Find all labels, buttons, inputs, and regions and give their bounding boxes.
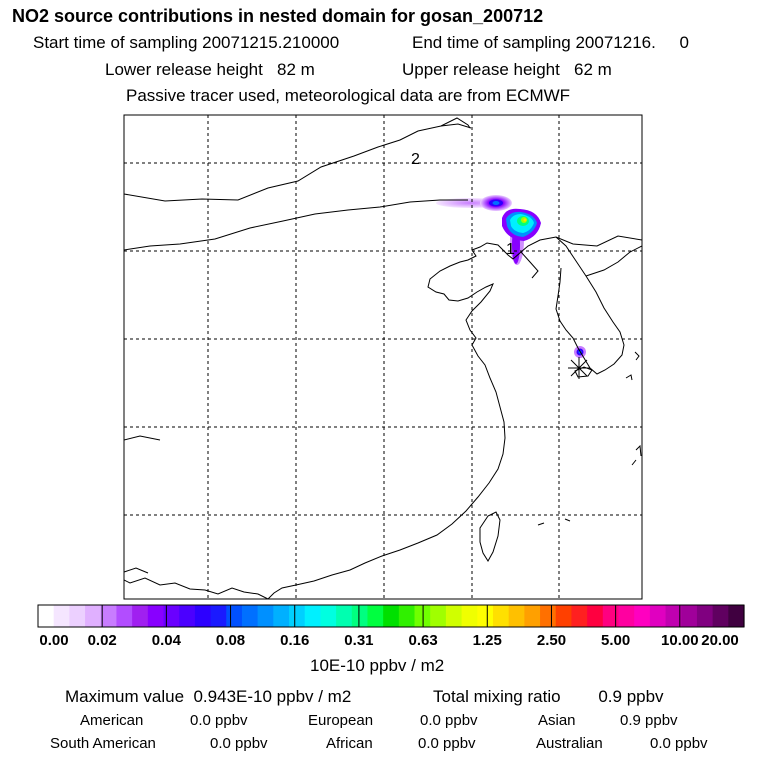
region-name-asian: Asian [538, 712, 576, 729]
colorbar-cell [681, 605, 698, 627]
receptor-star-marker [568, 357, 590, 379]
colorbar-tick-label: 0.31 [344, 632, 374, 649]
colorbar-cell [257, 605, 274, 627]
upper-release-label: Upper release height 62 m [402, 60, 612, 79]
colorbar-cell [351, 605, 369, 627]
region-name-australian: Australian [536, 735, 603, 752]
colorbar-cell [398, 605, 416, 627]
colorbar-cell [445, 605, 463, 627]
colorbar-cell [147, 605, 165, 627]
colorbar-cell [194, 605, 212, 627]
map-grid [124, 115, 642, 599]
colorbar-cell [100, 605, 118, 627]
colorbar-units: 10E-10 ppbv / m2 [310, 656, 445, 675]
colorbar-cell [571, 605, 588, 627]
colorbar-tick-label: 0.63 [408, 632, 438, 649]
region-value-african: 0.0 ppbv [418, 735, 476, 752]
chart-title: NO2 source contributions in nested domai… [12, 6, 544, 26]
region-name-south-american: South American [50, 735, 156, 752]
colorbar-cell [132, 605, 149, 627]
colorbar-cell [555, 605, 573, 627]
colorbar-cell [116, 605, 133, 627]
colorbar-cell [241, 605, 259, 627]
plume-north-china [436, 195, 541, 265]
end-sampling-label: End time of sampling 20071216. 0 [412, 33, 689, 52]
colorbar-cell [492, 605, 510, 627]
colorbar-cell [696, 605, 714, 627]
tracer-note: Passive tracer used, meteorological data… [126, 86, 571, 105]
colorbar-cell [602, 605, 620, 627]
colorbar-cell [712, 605, 729, 627]
map-label-1: 1 [506, 241, 515, 258]
colorbar-cell [53, 605, 70, 627]
colorbar-tick-label: 1.25 [472, 632, 502, 649]
region-value-european: 0.0 ppbv [420, 712, 478, 729]
colorbar-cell [38, 605, 55, 627]
colorbar-tick-label: 0.08 [215, 632, 246, 649]
region-name-european: European [308, 712, 374, 729]
colorbar-cell [336, 605, 353, 627]
colorbar-cell [618, 605, 635, 627]
colorbar-cell [649, 605, 667, 627]
colorbar-cell [304, 605, 321, 627]
region-value-south-american: 0.0 ppbv [210, 735, 268, 752]
lower-release-label: Lower release height 82 m [105, 60, 315, 79]
colorbar-tick-label: 10.00 [661, 632, 699, 649]
colorbar-cell [85, 605, 102, 627]
colorbar-cell [69, 605, 86, 627]
colorbar-tick-label: 0.02 [87, 632, 117, 649]
colorbar-cell [508, 605, 525, 627]
coastlines [124, 117, 642, 599]
colorbar-tick-label: 5.00 [601, 632, 631, 649]
colorbar-cell [367, 605, 384, 627]
colorbar-cell [289, 605, 306, 627]
colorbar-cell [430, 605, 447, 627]
region-value-american: 0.0 ppbv [190, 712, 248, 729]
total-mixing-ratio: Total mixing ratio 0.9 ppbv [433, 687, 664, 706]
colorbar-cell [540, 605, 557, 627]
colorbar-tick-label: 0.04 [151, 632, 181, 649]
colorbar-cell [477, 605, 494, 627]
colorbar-tick-label: 2.50 [536, 632, 567, 649]
colorbar-tick-label: 0.00 [39, 632, 69, 649]
colorbar-cell [273, 605, 290, 627]
colorbar-cell [461, 605, 478, 627]
map-label-2: 2 [411, 151, 420, 168]
region-value-asian: 0.9 ppbv [620, 712, 678, 729]
colorbar-cell [728, 605, 745, 627]
colorbar-cell [179, 605, 196, 627]
colorbar-tick-label: 0.16 [280, 632, 310, 649]
colorbar-cell [210, 605, 227, 627]
start-sampling-label: Start time of sampling 20071215.210000 [33, 33, 340, 52]
colorbar-cell [587, 605, 604, 627]
colorbar-cell [524, 605, 541, 627]
colorbar-cell [634, 605, 651, 627]
colorbar-cell [665, 605, 682, 627]
colorbar-cell [383, 605, 400, 627]
colorbar-cell [163, 605, 180, 627]
region-name-american: American [80, 712, 144, 729]
map-frame [123, 114, 643, 600]
region-name-african: African [326, 735, 373, 752]
colorbar-cell [320, 605, 337, 627]
region-value-australian: 0.0 ppbv [650, 735, 708, 752]
colorbar-tick-label: 20.00 [701, 632, 739, 649]
colorbar-cell [226, 605, 243, 627]
maximum-value: Maximum value 0.943E-10 ppbv / m2 [65, 687, 352, 706]
